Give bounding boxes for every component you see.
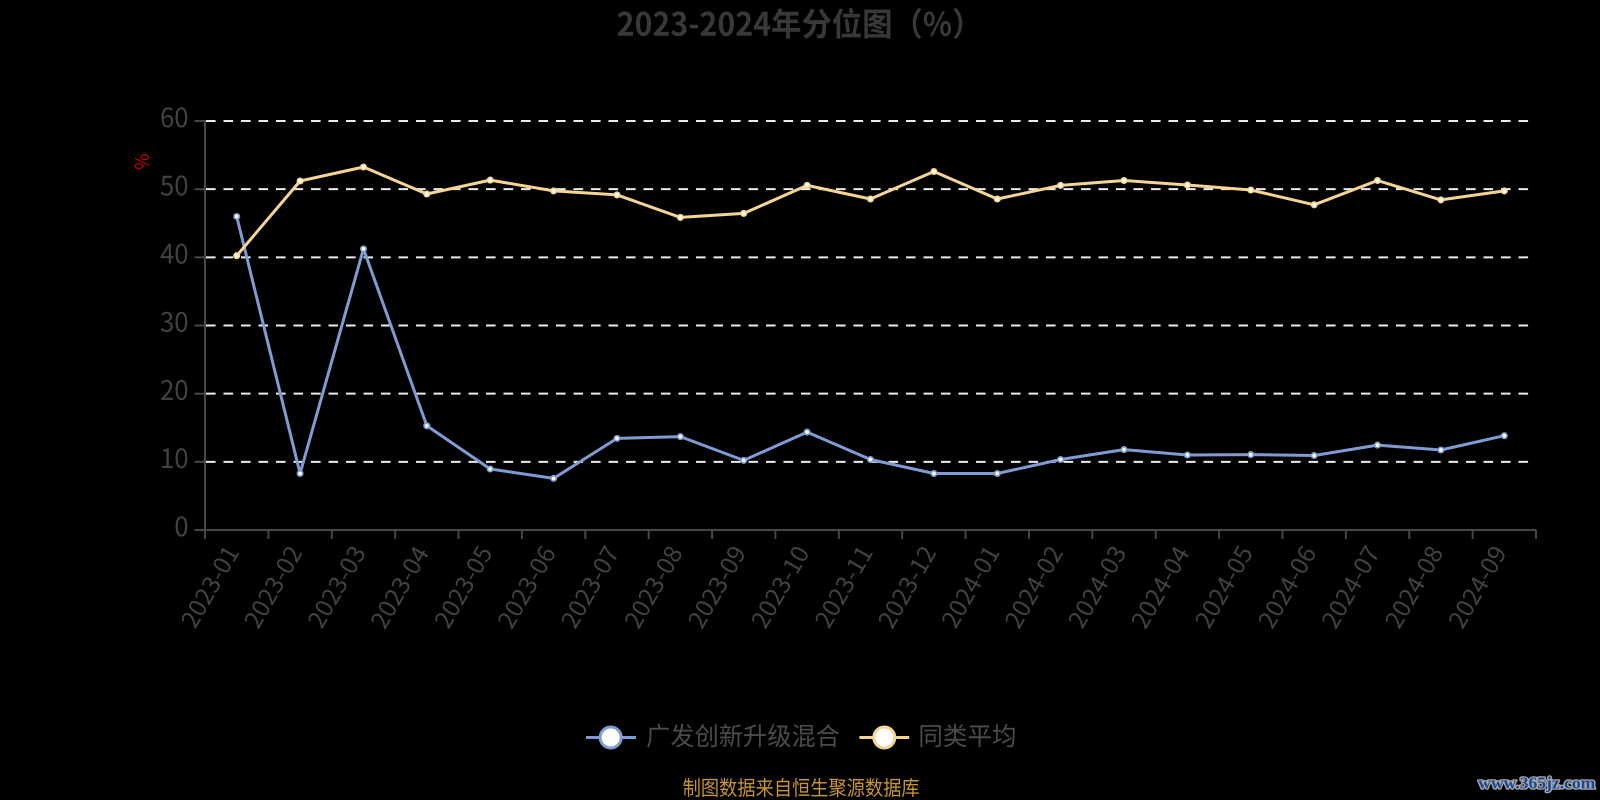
svg-text:www.365jz.com: www.365jz.com xyxy=(1478,774,1595,793)
